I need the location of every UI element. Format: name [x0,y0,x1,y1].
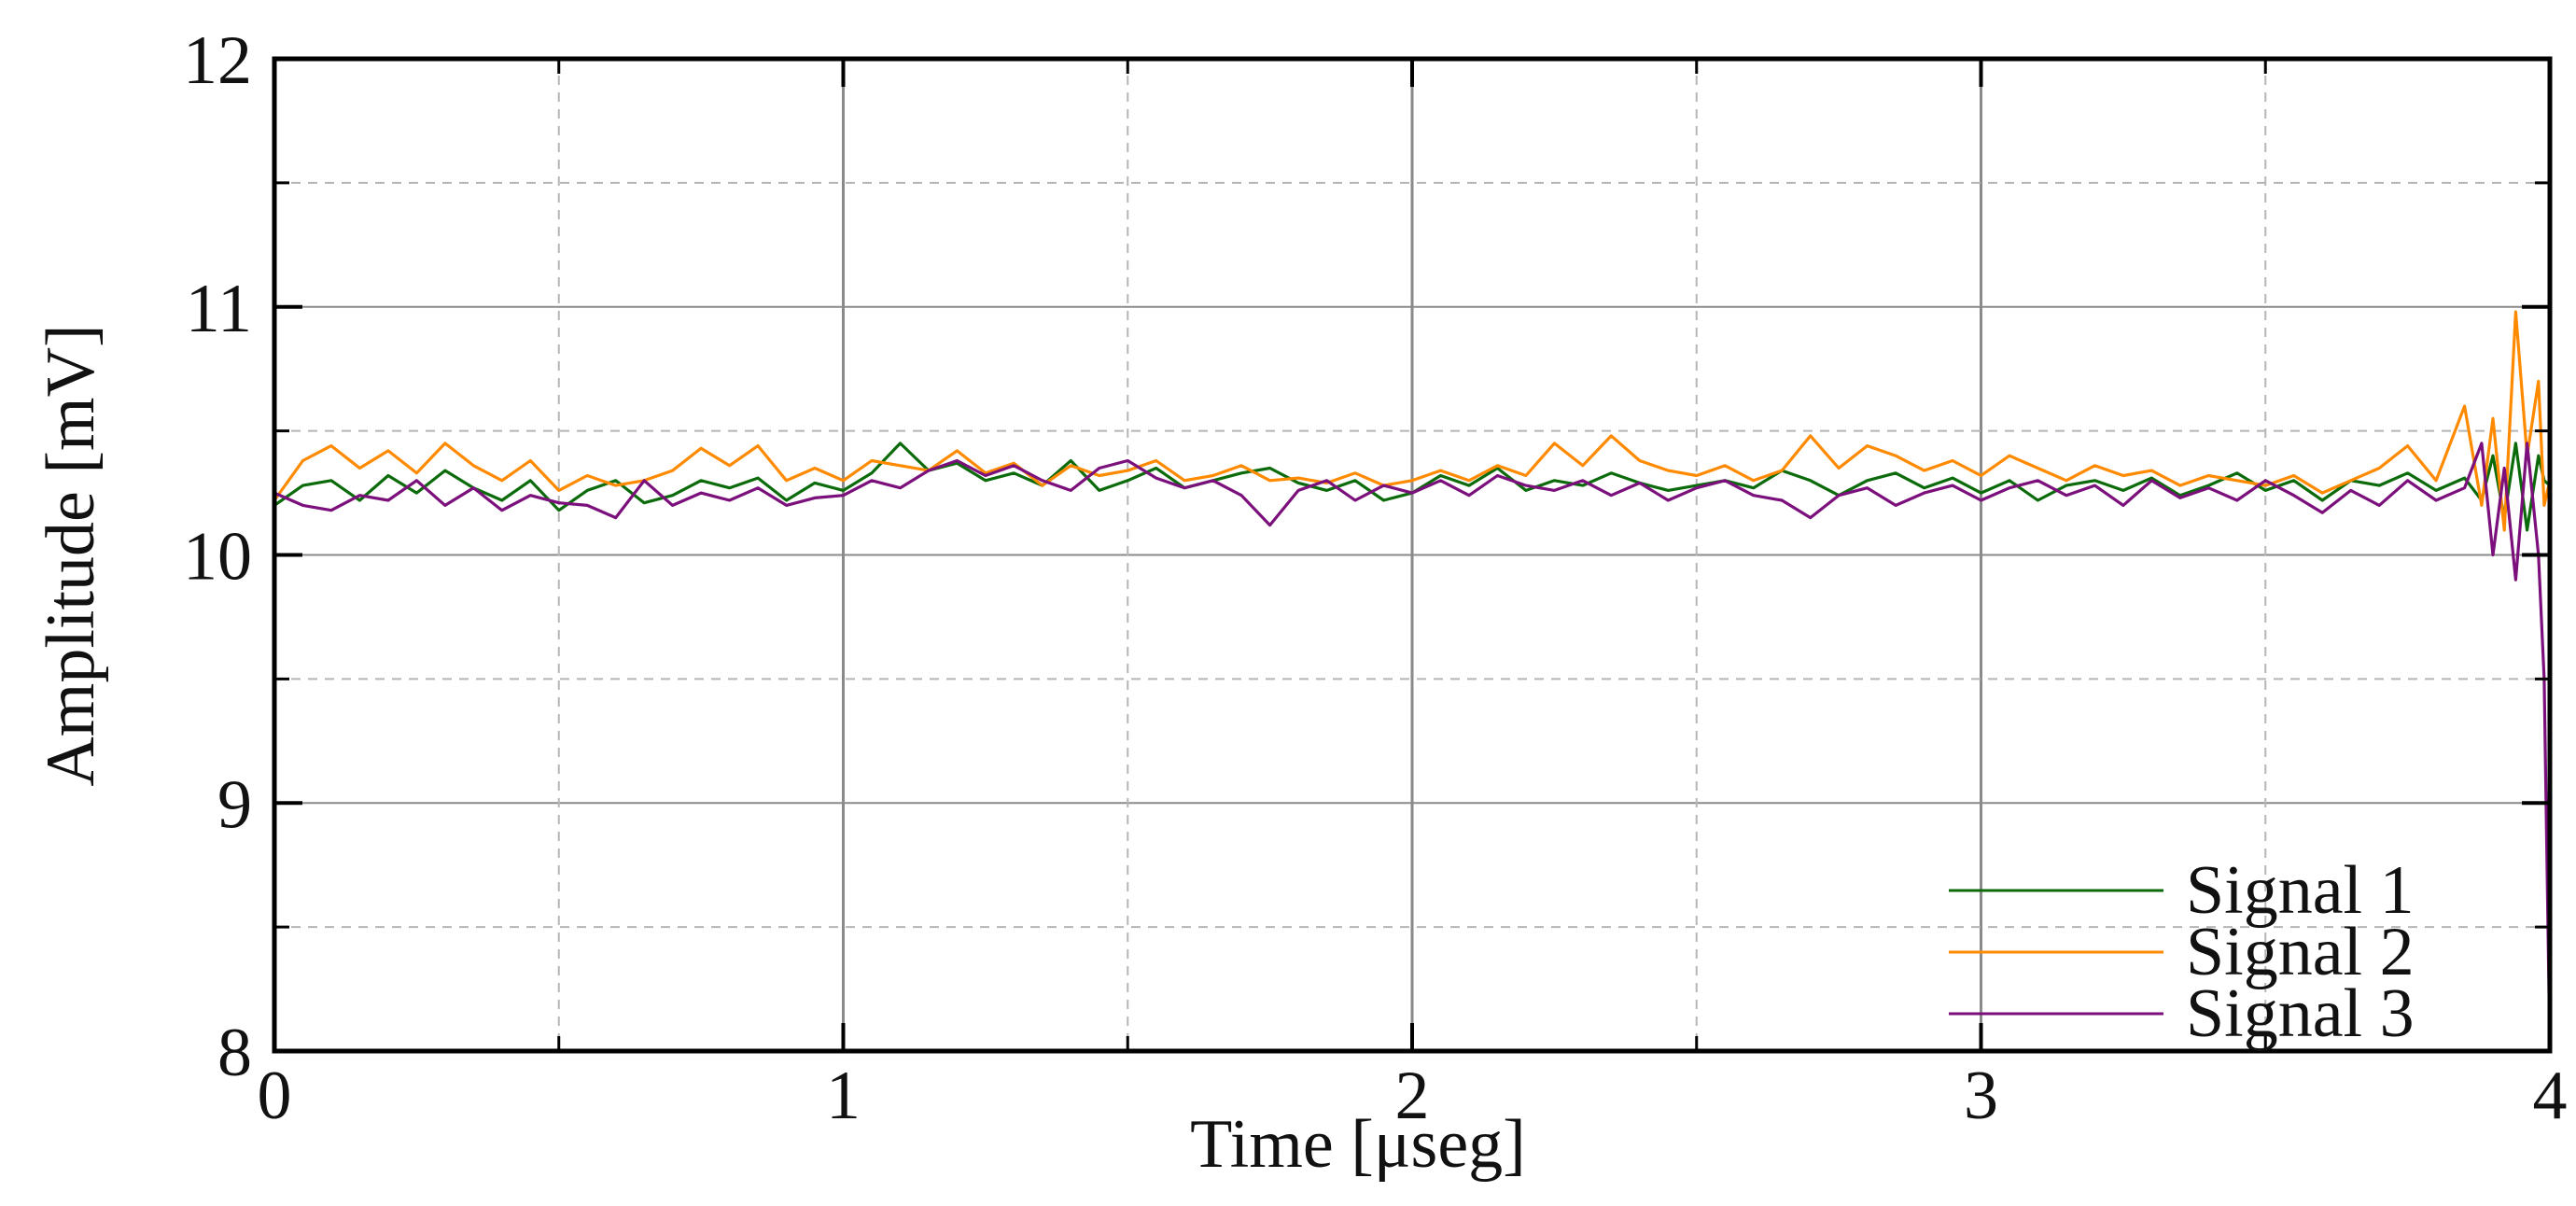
y-tick-label: 8 [217,1015,252,1091]
legend-label-2: Signal 2 [2186,914,2415,990]
y-tick-label: 11 [186,271,252,347]
x-axis-title: Time [μseg] [1190,1106,1526,1183]
x-tick-label: 0 [258,1058,292,1134]
x-tick-label: 4 [2533,1058,2568,1134]
legend-label-3: Signal 3 [2186,975,2415,1052]
y-tick-label: 12 [183,22,252,99]
legend-label-1: Signal 1 [2186,852,2415,929]
y-tick-label: 10 [183,519,252,596]
x-tick-label: 2 [1395,1058,1430,1134]
y-tick-label: 9 [217,766,252,843]
x-tick-label: 1 [826,1058,861,1134]
y-axis-title: Amplitude [mV] [33,324,109,786]
series-line-2 [273,310,2552,532]
series-line-1 [273,442,2552,532]
series-line-3 [273,442,2552,1052]
series-lines [273,310,2552,1052]
x-tick-label: 3 [1964,1058,1998,1134]
